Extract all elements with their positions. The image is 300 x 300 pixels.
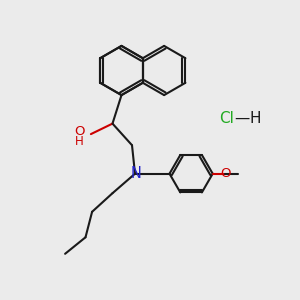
Text: H: H [75, 135, 84, 148]
Text: O: O [74, 125, 85, 138]
Text: Cl: Cl [219, 111, 234, 126]
Text: H: H [249, 111, 261, 126]
Text: —: — [234, 111, 249, 126]
Text: O: O [220, 167, 231, 180]
Text: N: N [130, 166, 141, 181]
